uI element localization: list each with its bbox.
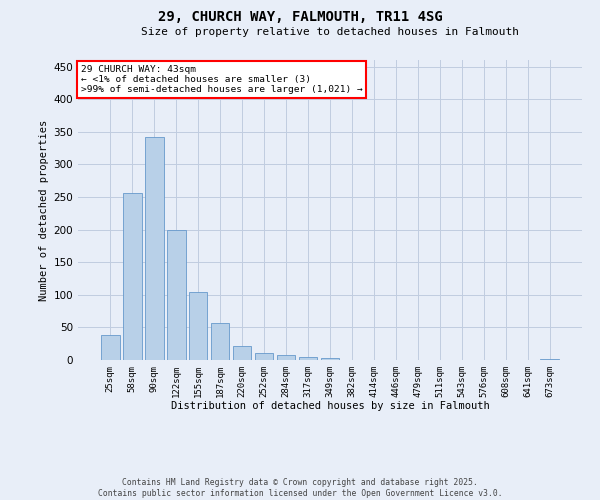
Title: Size of property relative to detached houses in Falmouth: Size of property relative to detached ho… xyxy=(141,27,519,37)
Bar xyxy=(320,358,340,360)
Bar xyxy=(299,356,317,360)
Bar xyxy=(233,346,251,360)
Text: 29, CHURCH WAY, FALMOUTH, TR11 4SG: 29, CHURCH WAY, FALMOUTH, TR11 4SG xyxy=(158,10,442,24)
Bar xyxy=(255,353,274,360)
Text: 29 CHURCH WAY: 43sqm
← <1% of detached houses are smaller (3)
>99% of semi-detac: 29 CHURCH WAY: 43sqm ← <1% of detached h… xyxy=(80,64,362,94)
Text: Contains HM Land Registry data © Crown copyright and database right 2025.
Contai: Contains HM Land Registry data © Crown c… xyxy=(98,478,502,498)
Bar xyxy=(123,193,142,360)
X-axis label: Distribution of detached houses by size in Falmouth: Distribution of detached houses by size … xyxy=(170,402,490,411)
Bar xyxy=(101,335,119,360)
Bar xyxy=(167,230,185,360)
Bar xyxy=(277,355,295,360)
Bar xyxy=(189,292,208,360)
Bar xyxy=(211,323,229,360)
Bar xyxy=(145,137,164,360)
Y-axis label: Number of detached properties: Number of detached properties xyxy=(39,120,49,300)
